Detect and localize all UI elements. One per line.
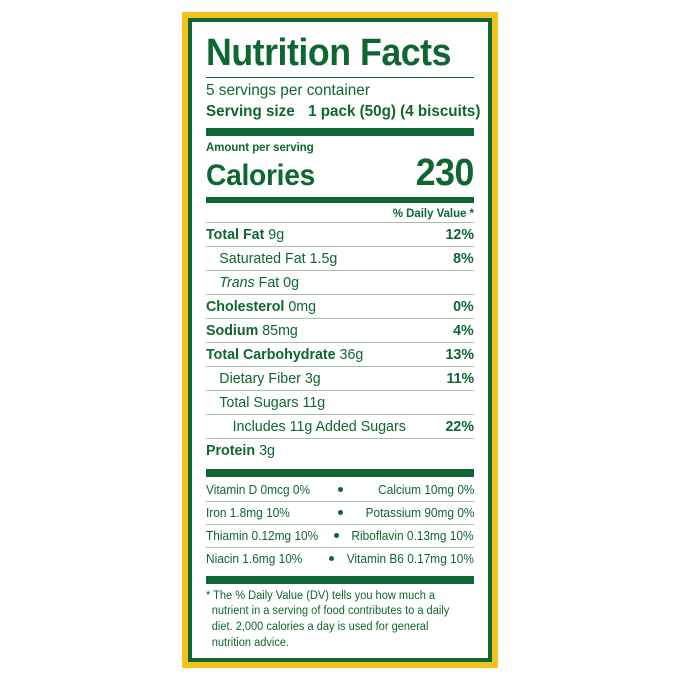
nutrient-dv: 11% (446, 369, 474, 387)
vitamin-left-value: Niacin 1.6mg 10% (206, 551, 303, 566)
vitamin-right-value: Riboflavin 0.13mg 10% (351, 528, 474, 543)
vitamin-right-value: Calcium 10mg 0% (377, 482, 474, 497)
nutrient-amount: 11g (302, 393, 326, 411)
nutrient-name: Dietary Fiber (219, 369, 301, 387)
nutrient-row-dietary-fiber: Dietary Fiber 3g 11% (206, 365, 474, 390)
nutrient-row-sodium: Sodium 85mg 4% (206, 317, 474, 342)
nutrient-dv: 8% (453, 249, 474, 267)
nutrient-amount: 85mg (262, 321, 298, 339)
nutrition-label-outer-frame: Nutrition Facts 5 servings per container… (182, 12, 498, 668)
calories-separator-bar (206, 196, 474, 203)
calories-value: 230 (415, 151, 475, 194)
nutrient-amount: Fat 0g (258, 273, 300, 291)
nutrient-row-trans-fat: Trans Fat 0g (206, 269, 474, 294)
nutrient-row-saturated-fat: Saturated Fat 1.5g 8% (206, 245, 474, 270)
vitamin-row: Vitamin D 0mcg 0% Calcium 10mg 0% (206, 479, 474, 501)
nutrient-dv: 13% (445, 345, 474, 363)
calories-row: Calories 230 (206, 152, 474, 195)
serving-size-label: Serving size (206, 102, 295, 120)
nutrient-row-total-sugars: Total Sugars 11g (206, 389, 474, 414)
nutrition-label-green-frame: Nutrition Facts 5 servings per container… (188, 18, 492, 662)
vitamin-left-value: Vitamin D 0mcg 0% (206, 482, 311, 497)
bullet-separator-icon (334, 533, 340, 539)
vitamin-right-value: Potassium 90mg 0% (365, 505, 474, 520)
nutrient-amount: 9g (268, 225, 285, 243)
bullet-separator-icon (337, 487, 343, 493)
protein-separator-bar (206, 468, 474, 477)
vitamins-section: Vitamin D 0mcg 0% Calcium 10mg 0% Iron 1… (206, 479, 474, 570)
nutrient-amount: 1.5g (309, 249, 338, 267)
servings-per-container: 5 servings per container (206, 81, 370, 99)
nutrient-row-added-sugars: Includes 11g Added Sugars 22% (206, 413, 474, 438)
vitamin-row: Thiamin 0.12mg 10% Riboflavin 0.13mg 10% (206, 523, 474, 547)
nutrient-name: Protein (206, 441, 256, 459)
serving-size-value: 1 pack (50g) (4 biscuits) (308, 102, 481, 120)
footnote-separator-bar (206, 575, 474, 584)
nutrient-name: Sodium (206, 321, 259, 339)
vitamin-right-value: Vitamin B6 0.17mg 10% (346, 551, 474, 566)
nutrient-row-protein: Protein 3g (206, 437, 474, 462)
nutrient-name: Trans (219, 273, 255, 291)
nutrient-amount: 0mg (288, 297, 317, 315)
calories-label: Calories (206, 158, 316, 192)
vitamin-row: Niacin 1.6mg 10% Vitamin B6 0.17mg 10% (206, 546, 474, 570)
serving-size-row: Serving size 1 pack (50g) (4 biscuits) (206, 102, 481, 121)
nutrient-row-total-fat: Total Fat 9g 12% (206, 221, 474, 246)
title-divider (206, 76, 474, 78)
nutrient-name: Cholesterol (206, 297, 285, 315)
vitamin-left-value: Thiamin 0.12mg 10% (206, 528, 319, 543)
amount-per-serving-label: Amount per serving (206, 139, 314, 154)
daily-value-header: % Daily Value * (392, 205, 474, 220)
nutrient-name: Total Carbohydrate (206, 345, 336, 363)
nutrient-row-total-carbohydrate: Total Carbohydrate 36g 13% (206, 341, 474, 366)
nutrition-facts-label: Nutrition Facts 5 servings per container… (192, 22, 488, 658)
nutrient-amount: 3g (259, 441, 275, 459)
nutrient-name: Includes 11g Added Sugars (232, 417, 406, 435)
nutrient-dv: 22% (445, 417, 474, 435)
daily-value-footnote: * The % Daily Value (DV) tells you how m… (206, 589, 450, 650)
nutrient-amount: 36g (339, 345, 364, 363)
nutrient-amount: 3g (304, 369, 321, 387)
header-separator-bar (206, 127, 474, 136)
vitamin-row: Iron 1.8mg 10% Potassium 90mg 0% (206, 500, 474, 524)
nutrient-name: Total Sugars (219, 393, 299, 411)
bullet-separator-icon (329, 556, 335, 562)
nutrient-row-cholesterol: Cholesterol 0mg 0% (206, 293, 474, 318)
nutrient-dv: 12% (445, 225, 474, 243)
nutrient-name: Total Fat (206, 225, 265, 243)
page-title: Nutrition Facts (206, 32, 451, 74)
nutrient-name: Saturated Fat (219, 249, 306, 267)
nutrient-dv: 0% (453, 297, 474, 315)
bullet-separator-icon (337, 510, 343, 516)
vitamin-left-value: Iron 1.8mg 10% (206, 505, 290, 520)
nutrient-dv: 4% (453, 321, 474, 339)
